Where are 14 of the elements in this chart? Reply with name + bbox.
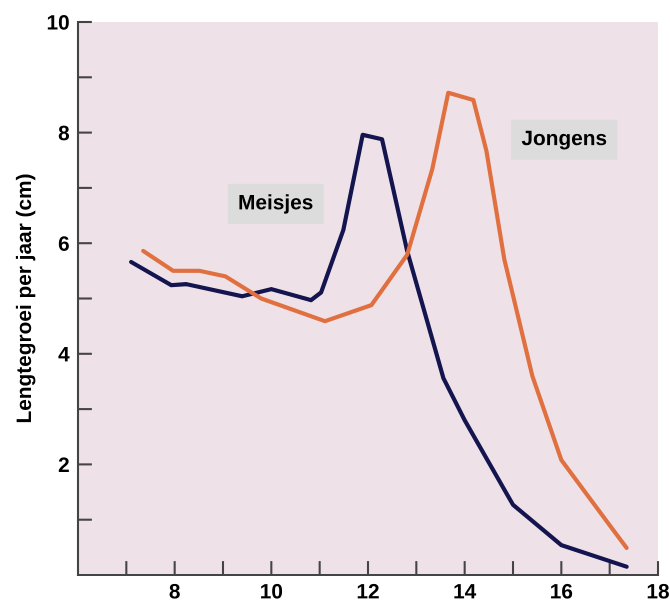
x-tick-label: 10 [261, 584, 282, 599]
x-tick-label: 12 [358, 584, 379, 598]
series-label: Meisjes [239, 194, 312, 214]
y-tick-label: 8 [58, 126, 70, 140]
series-label: Jongens [522, 130, 606, 150]
x-tick-label: 14 [454, 584, 476, 598]
x-tick-label: 16 [551, 584, 572, 599]
x-tick-label: 18 [648, 584, 669, 599]
x-tick-label: 8 [170, 584, 180, 599]
y-tick-label: 6 [58, 236, 69, 251]
y-axis-title: Lengtegroei per jaar (cm) [16, 174, 36, 422]
y-tick-label: 4 [58, 347, 70, 362]
y-tick-label: 10 [48, 15, 69, 30]
y-tick-label: 2 [58, 457, 69, 472]
